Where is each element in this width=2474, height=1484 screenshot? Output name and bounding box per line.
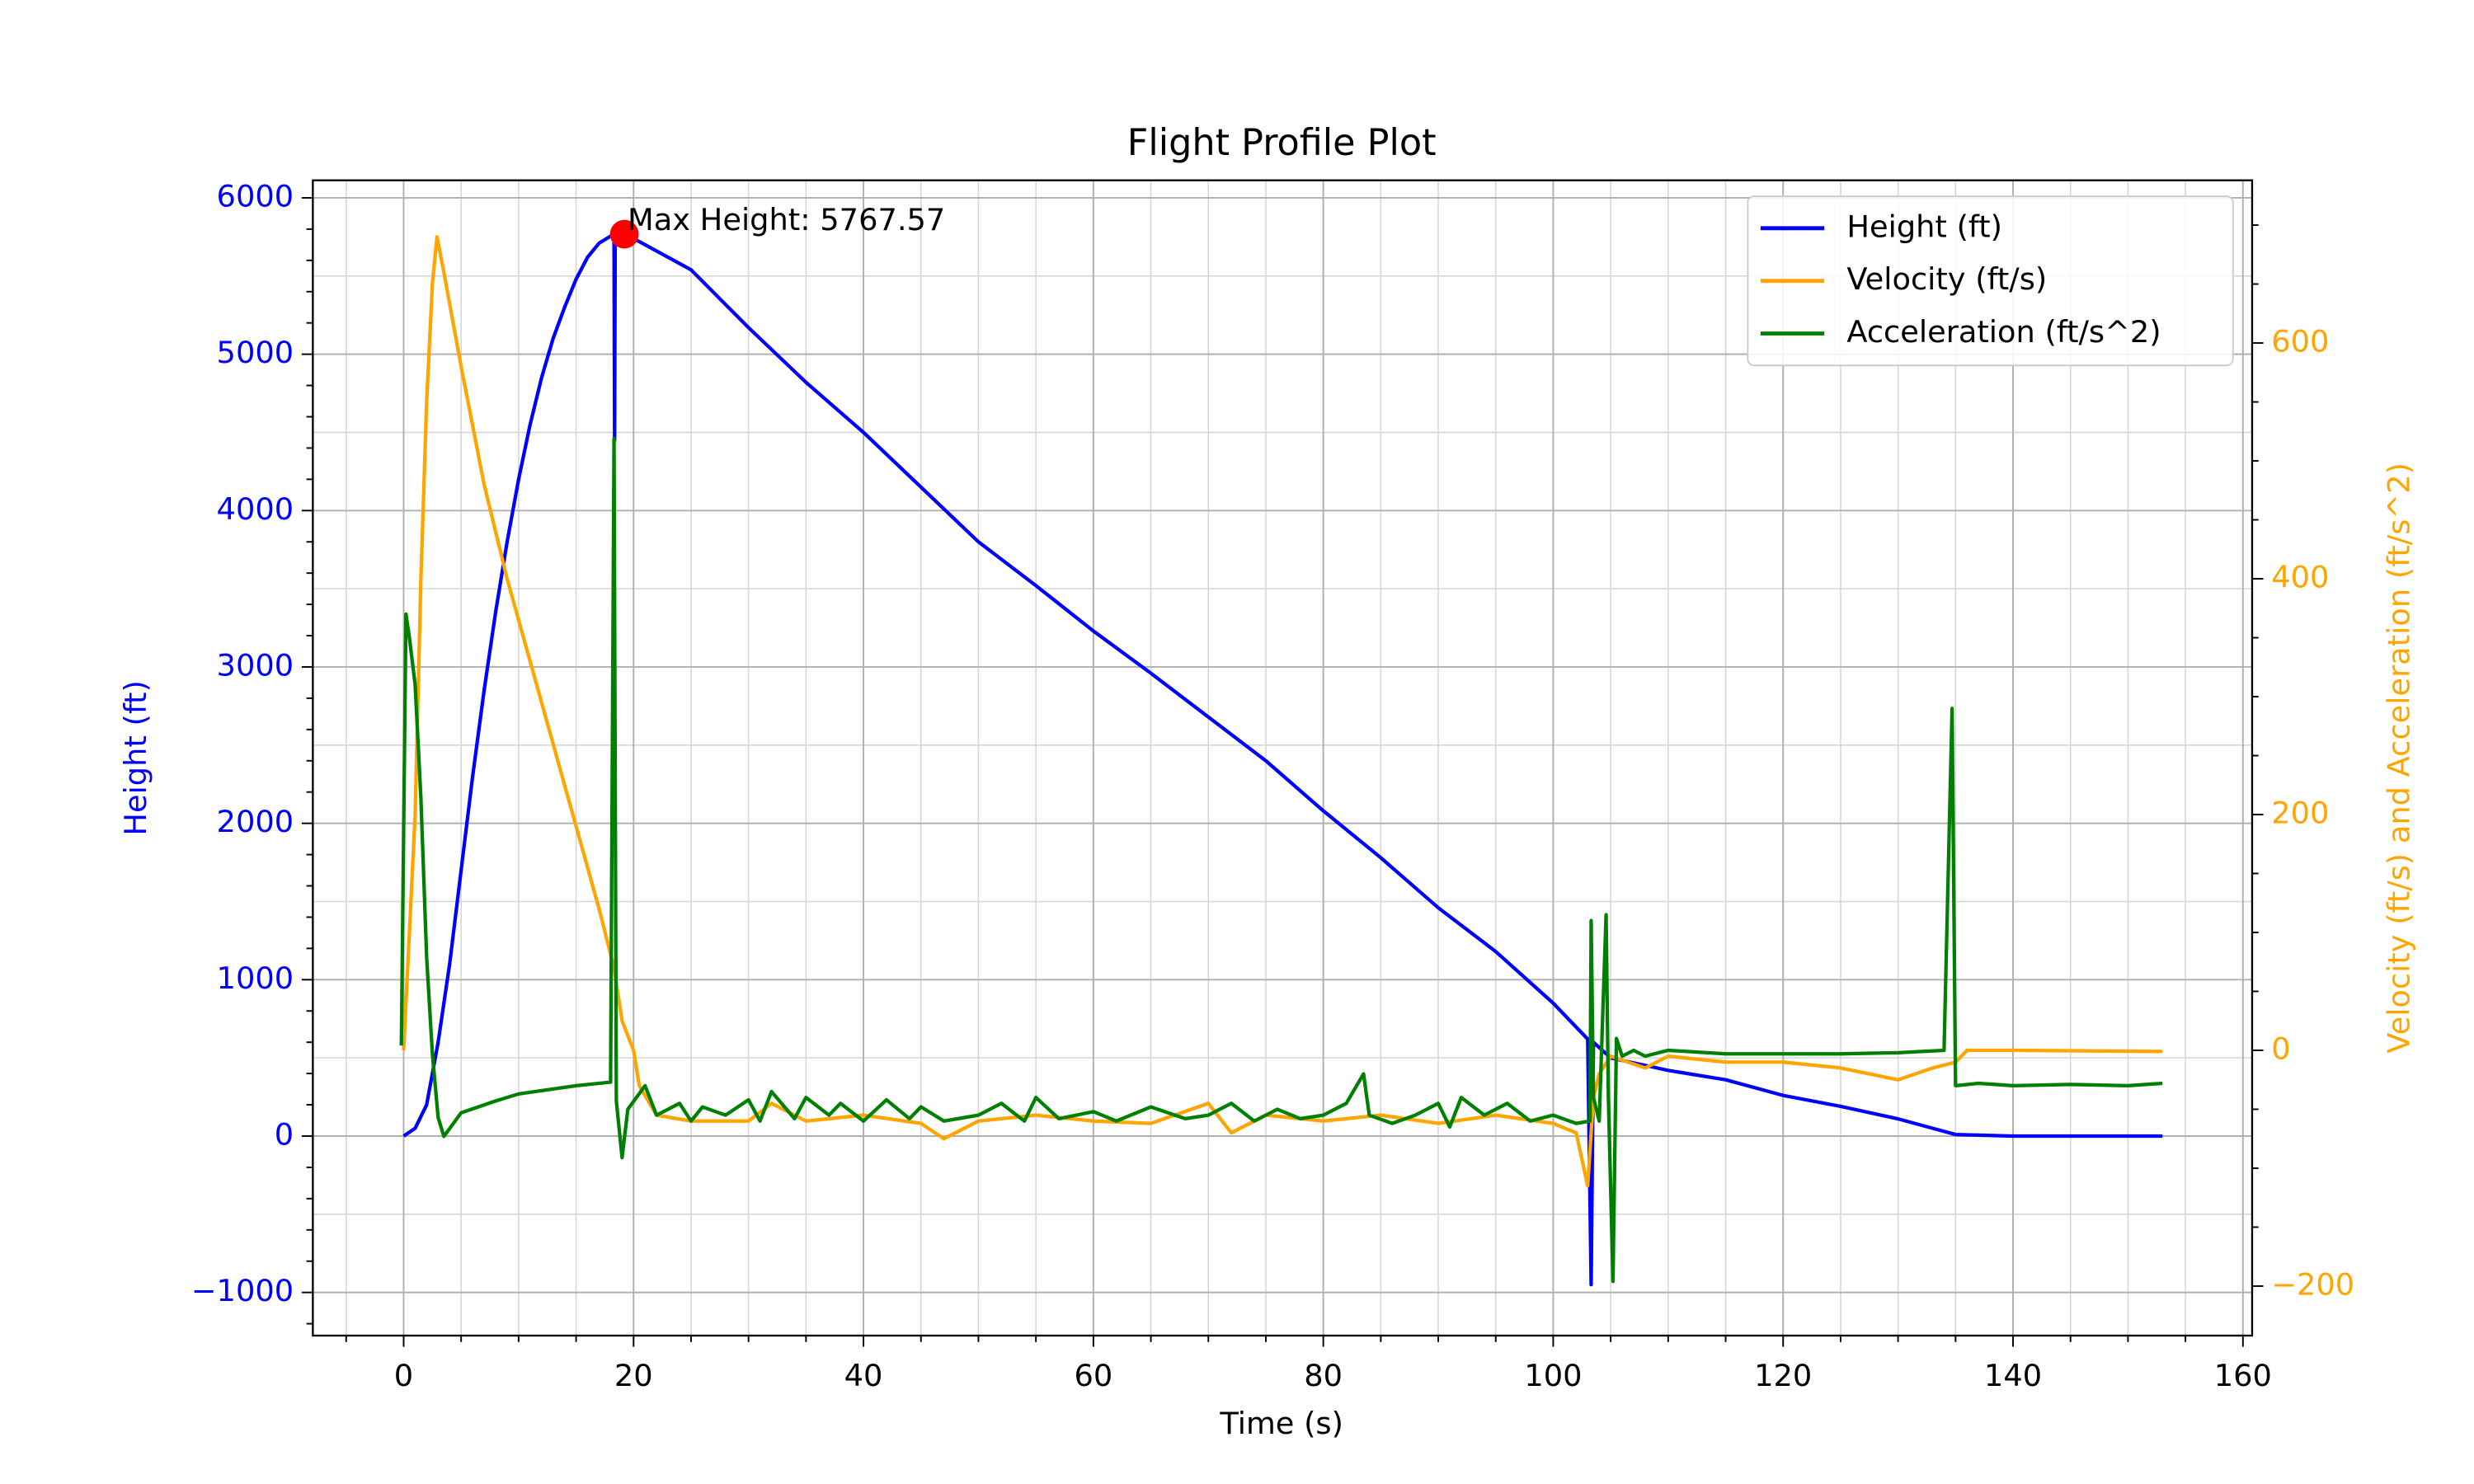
chart-title: Flight Profile Plot [1127, 122, 1437, 164]
legend-label: Acceleration (ft/s^2) [1846, 314, 2161, 350]
x-tick-label: 120 [1754, 1358, 1812, 1393]
y2-tick-label: 0 [2271, 1031, 2290, 1066]
x-tick-label: 140 [1984, 1358, 2042, 1393]
y-tick-label: 2000 [217, 804, 294, 839]
y-tick-label: 4000 [217, 491, 294, 527]
y2-axis-label: Velocity (ft/s) and Acceleration (ft/s^2… [2381, 463, 2416, 1054]
x-tick-label: 40 [844, 1358, 883, 1393]
y-tick-label: 5000 [217, 335, 294, 370]
series-line [402, 235, 2163, 1188]
max-point [609, 219, 639, 249]
y-tick-label: 1000 [217, 960, 294, 996]
legend-box [1747, 195, 2234, 367]
y-tick-label: 3000 [217, 647, 294, 683]
x-tick-label: 60 [1074, 1358, 1112, 1393]
x-tick-label: 100 [1524, 1358, 1582, 1393]
x-tick-label: 0 [394, 1358, 413, 1393]
series-line [399, 436, 2163, 1284]
plot-area [399, 232, 2163, 1287]
x-tick-label: 160 [2214, 1358, 2272, 1393]
annotation-label: Max Height: 5767.57 [628, 202, 945, 237]
y-tick-label: 0 [275, 1116, 294, 1152]
y2-tick-label: 400 [2271, 560, 2329, 595]
x-tick-label: 80 [1304, 1358, 1343, 1393]
y2-tick-label: 200 [2271, 795, 2329, 830]
legend-label: Velocity (ft/s) [1846, 261, 2047, 297]
legend-label: Height (ft) [1846, 209, 2002, 244]
x-tick-label: 20 [614, 1358, 653, 1393]
y-axis-label: Height (ft) [118, 680, 153, 836]
y-tick-label: 6000 [217, 178, 294, 214]
y-tick-label: −1000 [191, 1273, 294, 1308]
axes-frame [312, 179, 2254, 1337]
y2-tick-label: 600 [2271, 324, 2329, 359]
x-axis-label: Time (s) [1219, 1406, 1343, 1441]
y2-tick-label: −200 [2271, 1266, 2354, 1302]
